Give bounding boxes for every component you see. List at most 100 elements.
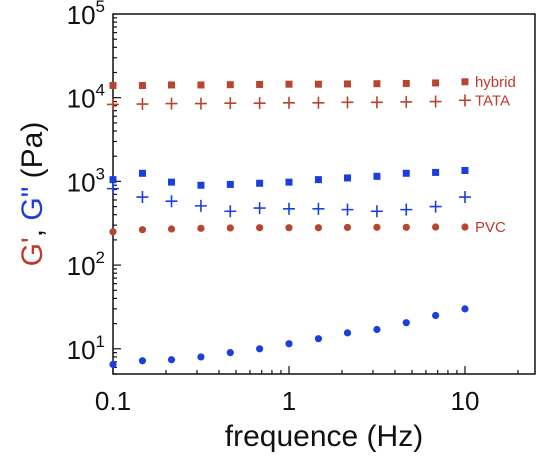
data-point (285, 178, 293, 186)
data-point (138, 169, 146, 177)
data-point (402, 169, 410, 177)
data-point (197, 181, 205, 189)
x-tick-label: 1 (282, 386, 296, 416)
data-point (432, 79, 440, 87)
y-tick-label: 104 (67, 81, 105, 114)
data-point (107, 182, 119, 195)
data-point (429, 200, 442, 213)
y-tick-label: 102 (67, 248, 105, 281)
data-point (461, 78, 469, 86)
data-point (107, 98, 119, 111)
data-point (138, 357, 147, 365)
data-point (400, 95, 413, 108)
data-point (461, 166, 469, 174)
data-marks (107, 78, 471, 369)
data-point (226, 81, 234, 89)
data-point (285, 340, 293, 348)
data-point (253, 202, 266, 215)
data-point (373, 172, 381, 180)
data-point (109, 176, 117, 184)
data-point (370, 96, 383, 109)
data-point (432, 311, 440, 320)
data-point (226, 224, 234, 232)
series-label: TATA (475, 92, 510, 109)
series-1 (107, 94, 471, 111)
data-point (109, 360, 117, 369)
data-point (400, 203, 413, 216)
axis-ticks (112, 17, 519, 375)
data-point (197, 224, 205, 232)
data-point (343, 223, 352, 232)
data-point (402, 319, 410, 327)
data-point (197, 81, 205, 89)
data-point (429, 95, 442, 108)
data-point (282, 202, 295, 215)
data-point (256, 80, 264, 88)
data-point (138, 81, 146, 89)
data-point (226, 180, 234, 188)
data-point (256, 179, 264, 187)
data-point (402, 223, 410, 231)
data-point (285, 224, 293, 232)
data-point (168, 178, 176, 186)
data-point (224, 97, 237, 110)
data-point (402, 79, 410, 87)
data-point (194, 199, 207, 212)
data-point (458, 94, 471, 107)
series-3 (107, 182, 471, 218)
data-point (343, 80, 351, 88)
data-point (256, 224, 264, 232)
data-point (312, 202, 325, 215)
data-point (194, 97, 207, 110)
y-axis-title: G', G" (Pa) (16, 122, 49, 267)
data-point (314, 224, 323, 232)
data-point (314, 335, 323, 343)
data-point (165, 195, 178, 208)
data-point (168, 81, 176, 89)
data-point (312, 96, 325, 109)
data-point (285, 80, 293, 88)
data-point (341, 96, 354, 109)
data-point (373, 80, 381, 88)
data-point (256, 345, 264, 353)
data-point (432, 168, 440, 176)
data-point (314, 176, 322, 184)
data-point (109, 81, 117, 89)
data-point (138, 226, 147, 234)
data-point (373, 223, 381, 231)
data-point (461, 223, 469, 231)
data-point (343, 174, 351, 182)
series-label: PVC (475, 219, 506, 236)
series-0 (109, 78, 469, 89)
data-point (373, 325, 381, 334)
data-point (458, 191, 471, 204)
data-point (167, 356, 176, 364)
data-point (226, 349, 234, 357)
data-point (343, 329, 352, 337)
plot-frame (112, 13, 536, 375)
x-tick-label: 0.1 (95, 386, 131, 416)
data-point (165, 97, 178, 110)
series-2 (109, 166, 469, 189)
data-point (341, 203, 354, 216)
data-point (224, 205, 237, 218)
tick-labels: 0.1 1 10 101 102 103 104 105 (67, 0, 480, 416)
data-point (197, 353, 205, 361)
data-point (136, 98, 149, 111)
data-point (314, 80, 322, 88)
y-tick-label: 105 (67, 0, 105, 30)
data-point (136, 191, 149, 204)
series-4 (109, 223, 469, 236)
y-tick-label: 101 (67, 332, 105, 365)
y-tick-label: 103 (67, 164, 105, 197)
data-point (253, 97, 266, 110)
data-point (461, 305, 469, 313)
data-point (282, 96, 295, 109)
series-label: hybrid (475, 74, 516, 91)
x-axis-title: frequence (Hz) (225, 420, 423, 453)
series-5 (109, 305, 469, 369)
data-point (432, 223, 440, 231)
data-point (370, 205, 383, 218)
